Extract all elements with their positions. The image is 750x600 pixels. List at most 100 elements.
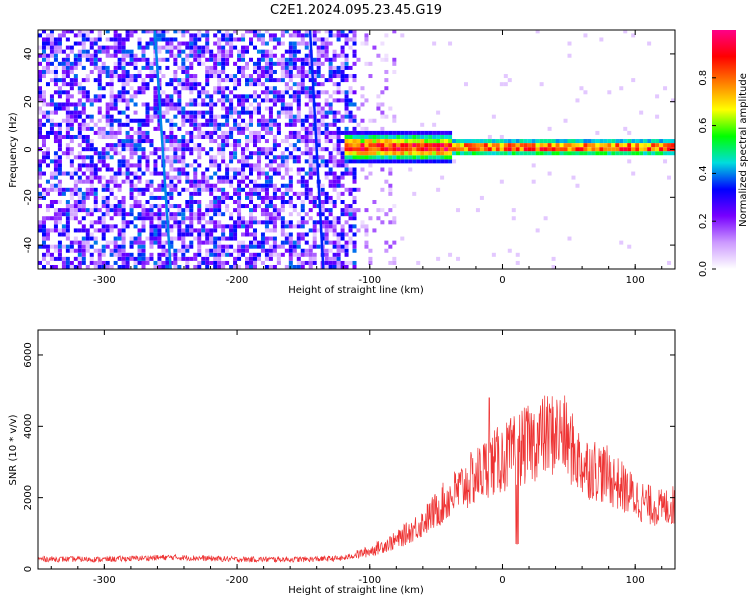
- spectrogram-cell: [65, 118, 70, 123]
- spectrogram-cell: [332, 130, 337, 135]
- colorbar-tick-label: 0.2: [698, 213, 709, 229]
- spectrogram-cell: [38, 122, 42, 127]
- spectrogram-cell: [344, 155, 349, 160]
- spectrogram-cell: [328, 159, 333, 164]
- spectrogram-cell: [292, 98, 297, 103]
- spectrogram-cell: [49, 216, 54, 221]
- spectrogram-cell: [101, 175, 106, 180]
- spectrogram-cell: [487, 147, 492, 152]
- spectrogram-cell: [372, 143, 377, 148]
- spectrogram-cell: [65, 232, 70, 237]
- spectrogram-cell: [229, 37, 234, 42]
- spectrogram-cell: [225, 33, 230, 38]
- spectrogram-cell: [93, 167, 98, 172]
- spectrogram-cell: [312, 232, 317, 237]
- spectrogram-cell: [73, 216, 78, 221]
- spectrogram-cell: [336, 130, 341, 135]
- spectrogram-cell: [109, 74, 114, 79]
- spectrogram-cell: [336, 139, 341, 144]
- spectrogram-cell: [352, 37, 357, 42]
- spectrogram-cell: [181, 212, 186, 217]
- spectrogram-cell: [229, 130, 234, 135]
- spectrogram-cell: [272, 94, 277, 99]
- spectrogram-cell: [113, 143, 118, 148]
- spectrogram-cell: [145, 110, 150, 115]
- spectrogram-cell: [663, 159, 668, 164]
- spectrogram-cell: [288, 199, 293, 204]
- spectrogram-cell: [93, 122, 98, 127]
- spectrogram-cell: [173, 236, 178, 241]
- spectrogram-cell: [300, 236, 305, 241]
- spectrogram-cell: [49, 102, 54, 107]
- spectrogram-cell: [424, 134, 429, 139]
- spectrogram-cell: [336, 265, 341, 269]
- spectrogram-cell: [45, 69, 50, 74]
- spectrogram-cell: [241, 216, 246, 221]
- spectrogram-cell: [129, 208, 134, 213]
- spectrogram-cell: [268, 90, 273, 95]
- spectrogram-cell: [328, 122, 333, 127]
- spectrogram-cell: [125, 167, 130, 172]
- spectrogram-cell: [587, 151, 592, 156]
- spectrogram-cell: [225, 61, 230, 66]
- spectrogram-cell: [392, 256, 397, 261]
- spectrogram-cell: [205, 240, 210, 245]
- spectrogram-cell: [97, 252, 102, 257]
- spectrogram-cell: [591, 151, 596, 156]
- spectrogram-cell: [400, 139, 405, 144]
- spectrogram-cell: [284, 57, 289, 62]
- spectrogram-cell: [97, 37, 102, 42]
- spectrogram-cell: [157, 232, 162, 237]
- spectrogram-cell: [69, 65, 74, 70]
- spectrogram-cell: [213, 139, 218, 144]
- spectrogram-cell: [157, 49, 162, 54]
- spectrogram-cell: [213, 155, 218, 160]
- spectrogram-cell: [288, 187, 293, 192]
- spectrogram-cell: [304, 130, 309, 135]
- spectrogram-cell: [595, 143, 600, 148]
- spectrogram-cell: [197, 244, 202, 249]
- spectrogram-cell: [73, 171, 78, 176]
- spectrogram-cell: [491, 147, 496, 152]
- spectrogram-cell: [161, 224, 166, 229]
- spectrogram-cell: [57, 244, 62, 249]
- spectrogram-cell: [209, 118, 214, 123]
- spectrogram-cell: [153, 228, 158, 233]
- spectrogram-cell: [268, 228, 273, 233]
- spectrogram-cell: [65, 212, 70, 217]
- spectrogram-cell: [276, 163, 281, 168]
- spectrogram-cell: [264, 151, 269, 156]
- spectrogram-cell: [272, 45, 277, 50]
- spectrogram-cell: [336, 134, 341, 139]
- spectrogram-cell: [380, 187, 385, 192]
- spectrogram-cell: [109, 155, 114, 160]
- spectrogram-cell: [113, 212, 118, 217]
- spectrogram-cell: [260, 37, 265, 42]
- spectrogram-cell: [308, 187, 313, 192]
- spectrogram-cell: [69, 163, 74, 168]
- spectrogram-cell: [197, 126, 202, 131]
- spectrogram-cell: [221, 94, 226, 99]
- spectrogram-cell: [408, 147, 413, 152]
- spectrogram-cell: [57, 78, 62, 83]
- spectrogram-cell: [348, 45, 353, 50]
- spectrogram-cell: [165, 155, 170, 160]
- spectrogram-cell: [109, 179, 114, 184]
- spectrogram-cell: [105, 155, 110, 160]
- spectrogram-cell: [153, 265, 158, 269]
- spectrogram-cell: [157, 183, 162, 188]
- spectrogram-cell: [300, 90, 305, 95]
- spectrogram-cell: [448, 252, 453, 257]
- spectrogram-cell: [249, 167, 254, 172]
- spectrogram-cell: [125, 106, 130, 111]
- spectrogram-cell: [117, 265, 122, 269]
- spectrogram-cell: [105, 183, 110, 188]
- spectrogram-cell: [268, 265, 273, 269]
- spectrogram-cell: [332, 163, 337, 168]
- spectrogram-cell: [264, 240, 269, 245]
- spectrogram-cell: [252, 216, 257, 221]
- spectrogram-cell: [121, 159, 126, 164]
- spectrogram-cell: [61, 65, 66, 70]
- spectrogram-cell: [57, 147, 62, 152]
- spectrogram-cell: [101, 248, 106, 253]
